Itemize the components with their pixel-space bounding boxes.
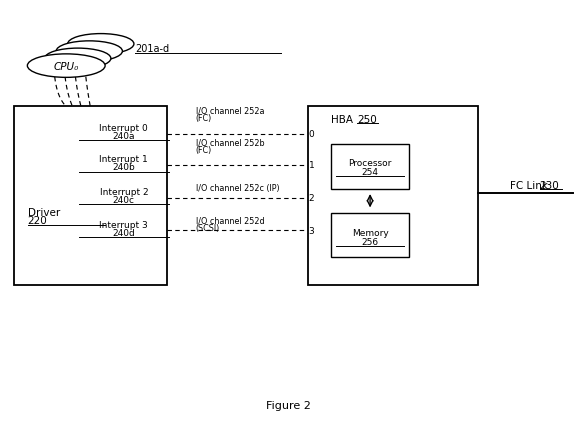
Text: Interrupt 3: Interrupt 3 bbox=[100, 220, 148, 229]
Text: 256: 256 bbox=[362, 237, 378, 246]
Text: Interrupt 1: Interrupt 1 bbox=[100, 154, 148, 164]
Bar bbox=[14, 106, 167, 285]
Text: 240d: 240d bbox=[112, 228, 135, 238]
Text: CPU₀: CPU₀ bbox=[54, 61, 79, 72]
Text: I/O channel 252a: I/O channel 252a bbox=[196, 106, 264, 115]
Bar bbox=[331, 145, 409, 190]
Text: 1: 1 bbox=[309, 161, 314, 170]
Text: I/O channel 252c (IP): I/O channel 252c (IP) bbox=[196, 184, 279, 193]
Text: (FC): (FC) bbox=[196, 113, 212, 123]
Text: 2: 2 bbox=[309, 193, 314, 203]
Text: Figure 2: Figure 2 bbox=[266, 400, 310, 410]
Text: Interrupt 2: Interrupt 2 bbox=[100, 187, 148, 196]
Text: 250: 250 bbox=[357, 114, 377, 124]
Text: 254: 254 bbox=[362, 167, 378, 177]
Text: I/O channel 252b: I/O channel 252b bbox=[196, 138, 264, 147]
Text: 240a: 240a bbox=[112, 132, 135, 141]
Bar bbox=[331, 213, 409, 258]
Bar bbox=[308, 106, 478, 285]
Ellipse shape bbox=[67, 35, 134, 55]
Text: HBA: HBA bbox=[331, 114, 357, 124]
Ellipse shape bbox=[45, 49, 111, 69]
Text: 240c: 240c bbox=[113, 196, 135, 205]
Text: Processor: Processor bbox=[348, 159, 392, 168]
Text: (FC): (FC) bbox=[196, 145, 212, 155]
Text: FC Link: FC Link bbox=[510, 180, 551, 190]
Text: 230: 230 bbox=[540, 180, 559, 190]
Text: 3: 3 bbox=[309, 226, 314, 236]
Text: 201a-d: 201a-d bbox=[135, 44, 169, 54]
Text: (SCSI): (SCSI) bbox=[196, 223, 220, 233]
Text: 220: 220 bbox=[28, 216, 47, 226]
Text: I/O channel 252d: I/O channel 252d bbox=[196, 216, 264, 225]
Text: Memory: Memory bbox=[352, 228, 388, 238]
Text: Driver: Driver bbox=[28, 208, 60, 218]
Text: 0: 0 bbox=[309, 130, 314, 139]
Text: 240b: 240b bbox=[112, 163, 135, 172]
Ellipse shape bbox=[56, 42, 122, 62]
Ellipse shape bbox=[28, 55, 105, 78]
Text: Interrupt 0: Interrupt 0 bbox=[100, 123, 148, 132]
